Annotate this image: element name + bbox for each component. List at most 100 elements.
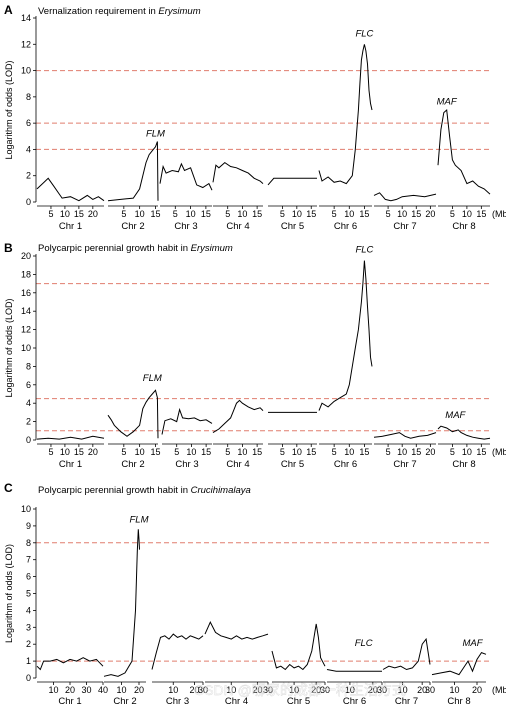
gene-label-maf: MAF [437, 97, 458, 108]
y-tick-label: 14 [21, 306, 31, 316]
x-tick-label: 15 [306, 209, 316, 219]
chart-panel-a: A Vernalization requirement in Erysimum 0 2… [4, 3, 506, 232]
chromosome-label: Chr 7 [393, 459, 416, 470]
x-tick-label: 30 [198, 685, 208, 695]
chromosome-label: Chr 3 [175, 459, 198, 470]
x-tick-label: 5 [386, 209, 391, 219]
y-tick-label: 14 [21, 13, 31, 23]
y-tick-label: 0 [26, 435, 31, 445]
panel-title: Vernalization requirement in Erysimum [38, 6, 201, 17]
lod-trace-chr6 [318, 260, 373, 411]
y-tick-label: 4 [26, 398, 31, 408]
x-tick-label: 10 [135, 447, 145, 457]
lod-trace-chr7 [373, 192, 437, 202]
x-tick-label: 15 [201, 447, 211, 457]
panel-title: Polycarpic perennial growth habit in Ery… [38, 243, 233, 254]
x-tick-label: 30 [81, 685, 91, 695]
x-tick-label: 20 [311, 685, 321, 695]
x-tick-label: 10 [289, 685, 299, 695]
x-tick-label: 5 [48, 209, 53, 219]
panel-title: Polycarpic perennial growth habit in Cru… [38, 485, 251, 496]
gene-label-flm: FLM [130, 515, 149, 526]
x-tick-label: 30 [425, 685, 435, 695]
chromosome-label: Chr 6 [343, 696, 366, 704]
x-tick-label: 5 [174, 447, 179, 457]
x-tick-label: 20 [425, 447, 435, 457]
x-tick-label: 10 [48, 685, 58, 695]
y-tick-label: 6 [26, 380, 31, 390]
y-tick-label: 6 [26, 118, 31, 128]
lod-trace-chr8 [431, 651, 487, 676]
lod-trace-chr6 [318, 44, 373, 185]
x-tick-label: 5 [386, 447, 391, 457]
y-tick-label: 2 [26, 417, 31, 427]
y-tick-label: 12 [21, 325, 31, 335]
y-axis-label: Logarithm of odds (LOD) [4, 298, 14, 397]
chromosome-label: Chr 4 [225, 696, 248, 704]
x-tick-label: 20 [472, 685, 482, 695]
chromosome-label: Chr 2 [121, 221, 144, 232]
x-tick-label: 10 [345, 685, 355, 695]
x-tick-label: 5 [332, 209, 337, 219]
x-tick-label: 30 [320, 685, 330, 695]
x-tick-label: 10 [292, 447, 302, 457]
lod-trace-chr3 [161, 407, 213, 435]
y-tick-label: 7 [26, 555, 31, 565]
y-tick-label: 4 [26, 605, 31, 615]
x-tick-label: 5 [173, 209, 178, 219]
x-tick-label: 5 [121, 209, 126, 219]
lod-trace-chr5 [267, 177, 317, 186]
chart-panel-c: C Polycarpic perennial growth habit in Cr… [4, 481, 506, 704]
x-tick-label: 15 [359, 209, 369, 219]
chromosome-label: Chr 1 [59, 459, 82, 470]
x-tick-label: 20 [189, 685, 199, 695]
lod-trace-chr4 [212, 399, 264, 434]
x-tick-label: 10 [398, 685, 408, 695]
panel-title-text: Polycarpic perennial growth habit in [38, 485, 191, 496]
watermark: CSDN @哪家的成都一种生活方式 [194, 682, 406, 698]
gene-label-flm: FLM [143, 373, 162, 384]
x-tick-label: 15 [411, 447, 421, 457]
x-tick-label: 20 [417, 685, 427, 695]
x-tick-label: 20 [88, 209, 98, 219]
lod-trace-chr1 [36, 435, 105, 440]
y-axis-label: Logarithm of odds (LOD) [4, 544, 14, 643]
x-tick-label: 10 [237, 209, 247, 219]
chromosome-label: Chr 5 [281, 221, 304, 232]
x-tick-label: 10 [292, 209, 302, 219]
gene-label-flc: FLC [355, 28, 373, 39]
x-tick-label: 20 [252, 685, 262, 695]
chromosome-label: Chr 4 [226, 459, 249, 470]
chromosome-label: Chr 3 [174, 221, 197, 232]
x-tick-label: 10 [116, 685, 126, 695]
y-tick-label: 10 [21, 343, 31, 353]
y-tick-label: 8 [26, 361, 31, 371]
y-tick-label: 2 [26, 171, 31, 181]
panel-title-text: Polycarpic perennial growth habit in [38, 243, 191, 254]
x-tick-label: 15 [74, 209, 84, 219]
y-tick-label: 10 [21, 504, 31, 514]
x-tick-label: 20 [65, 685, 75, 695]
x-tick-label: 15 [252, 447, 262, 457]
x-tick-label: 40 [98, 685, 108, 695]
x-unit-label: (Mb) [492, 447, 506, 457]
chart-panel-b: B Polycarpic perennial growth habit in Er… [4, 241, 506, 470]
lod-trace-chr1 [36, 657, 104, 671]
panel-title-text: Vernalization requirement in [38, 6, 158, 17]
chromosome-label: Chr 5 [281, 459, 304, 470]
x-tick-label: 20 [134, 685, 144, 695]
gene-label-flc: FLC [355, 244, 373, 255]
chromosome-label: Chr 8 [452, 459, 475, 470]
x-tick-label: 10 [237, 447, 247, 457]
gene-label-flc: FLC [355, 638, 373, 649]
x-tick-label: 20 [425, 209, 435, 219]
panel-title-species: Erysimum [158, 6, 200, 17]
x-tick-label: 15 [201, 209, 211, 219]
lod-trace-chr6 [326, 669, 382, 672]
x-tick-label: 10 [397, 209, 407, 219]
x-unit-label: (Mb) [492, 685, 506, 695]
panel-letter: A [4, 3, 13, 17]
chromosome-label: Chr 2 [121, 459, 144, 470]
x-tick-label: 30 [263, 685, 273, 695]
